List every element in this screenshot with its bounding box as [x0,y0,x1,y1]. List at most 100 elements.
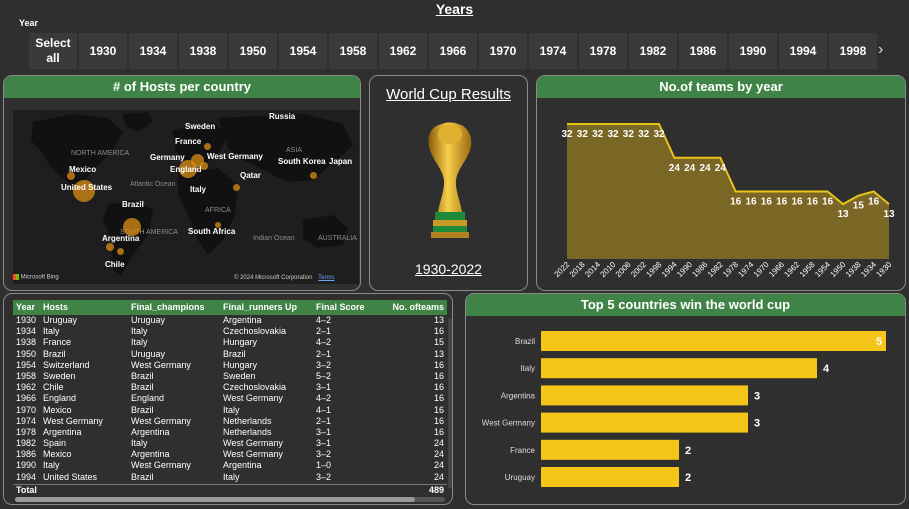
host-bubble[interactable] [204,143,211,150]
region-label: SOUTH AMERICA [120,229,178,236]
table-cell: 16 [433,404,444,415]
table-cell: Sweden [43,370,76,381]
teams-x-tick: 2014 [583,260,602,279]
table-cell: 1970 [16,404,37,415]
column-header[interactable]: Final_runners Up [223,302,298,312]
year-button-1982[interactable]: 1982 [629,33,677,69]
column-header[interactable]: Final_champions [131,302,205,312]
host-bubble[interactable] [106,243,114,251]
teams-x-tick: 2018 [568,260,587,279]
teams-data-label: 32 [577,129,589,140]
table-row[interactable]: 1982 Spain Italy West Germany 3–1 24 [13,438,447,449]
select-all-button[interactable]: Select all [29,33,77,69]
column-header[interactable]: No. ofteams [392,302,444,312]
column-header[interactable]: Final Score [316,302,365,312]
table-row[interactable]: 1986 Mexico Argentina West Germany 3–2 24 [13,449,447,460]
teams-data-label: 13 [883,209,895,220]
table-row[interactable]: 1974 West Germany West Germany Netherlands 2… [13,416,447,427]
table-cell: Czechoslovakia [223,382,287,393]
region-label: Indian Ocean [253,235,295,242]
table-row[interactable]: 1966 England England West Germany 4–2 16 [13,393,447,404]
table-row[interactable]: 1978 Argentina Argentina Netherlands 3–1 16 [13,427,447,438]
year-button-1954[interactable]: 1954 [279,33,327,69]
map-label-argentina: Argentina [102,234,140,243]
year-button-1986[interactable]: 1986 [679,33,727,69]
map-label-south-korea: South Korea [278,157,326,166]
total-value: 489 [428,484,444,495]
terms-link[interactable]: Terms [318,275,335,281]
teams-x-tick: 1994 [660,260,679,279]
year-button-1970[interactable]: 1970 [479,33,527,69]
table-cell: Brazil [131,471,154,482]
top5-bar-chart[interactable]: Brazil 5 Italy 4 Argentina 3 West Germany 3 Fran… [466,317,905,503]
teams-x-tick: 2022 [552,260,571,279]
column-header[interactable]: Hosts [43,302,69,312]
table-row[interactable]: 1934 Italy Italy Czechoslovakia 2–1 16 [13,326,447,337]
year-button-1966[interactable]: 1966 [429,33,477,69]
year-button-1958[interactable]: 1958 [329,33,377,69]
vertical-scrollbar[interactable] [448,318,452,488]
teams-x-tick: 1954 [813,260,832,279]
host-bubble[interactable] [73,180,95,202]
year-button-1930[interactable]: 1930 [79,33,127,69]
table-row[interactable]: 1990 Italy West Germany Argentina 1–0 24 [13,460,447,471]
table-cell: Brazil [223,348,246,359]
teams-data-label: 16 [761,197,773,208]
host-bubble[interactable] [123,218,141,236]
table-cell: 16 [433,326,444,337]
table-cell: 4–2 [316,337,332,348]
column-header[interactable]: Year [16,302,36,312]
teams-x-tick: 1978 [721,260,740,279]
host-bubble[interactable] [233,184,240,191]
host-bubble[interactable] [200,162,208,170]
year-button-1998[interactable]: 1998 [829,33,877,69]
table-row[interactable]: 1994 United States Brazil Italy 3–2 24 [13,472,447,483]
teams-by-year-card: No.of teams by year 32 32 32 32 32 32 32 24 24 24… [536,75,906,291]
map-label-sweden: Sweden [185,122,216,131]
table-cell: United States [43,471,98,482]
table-row[interactable]: 1938 France Italy Hungary 4–2 15 [13,337,447,348]
host-bubble[interactable] [117,248,124,255]
total-label: Total [16,484,37,495]
table-cell: 1994 [16,471,37,482]
year-button-1994[interactable]: 1994 [779,33,827,69]
year-button-1938[interactable]: 1938 [179,33,227,69]
table-row[interactable]: 1970 Mexico Brazil Italy 4–1 16 [13,405,447,416]
host-bubble[interactable] [67,172,75,180]
table-row[interactable]: 1962 Chile Brazil Czechoslovakia 3–1 16 [13,382,447,393]
table-cell: Brazil [43,348,66,359]
table-cell: 5–2 [316,370,332,381]
year-button-1978[interactable]: 1978 [579,33,627,69]
table-cell: Italy [131,326,148,337]
table-cell: Argentina [131,426,170,437]
horizontal-scrollbar[interactable] [15,497,445,502]
host-bubble[interactable] [215,222,221,228]
bing-logo: Microsoft Bing [13,274,59,281]
table-header: Year Hosts Final_champions Final_runners Up… [13,300,447,315]
table-row[interactable]: 1954 Switzerland West Germany Hungary 3–2 16 [13,360,447,371]
year-button-1962[interactable]: 1962 [379,33,427,69]
year-button-1934[interactable]: 1934 [129,33,177,69]
year-button-1950[interactable]: 1950 [229,33,277,69]
world-map[interactable]: NORTH AMERICA Atlantic Ocean SOUTH AMERI… [13,110,359,284]
table-cell: 16 [433,393,444,404]
host-bubble[interactable] [310,172,317,179]
table-cell: Uruguay [131,315,166,325]
table-cell: 3–1 [316,382,332,393]
scrollbar-thumb[interactable] [15,497,415,502]
teams-chart-title: No.of teams by year [537,76,905,98]
year-button-1974[interactable]: 1974 [529,33,577,69]
teams-x-tick: 2010 [598,260,617,279]
table-row[interactable]: 1958 Sweden Brazil Sweden 5–2 16 [13,371,447,382]
chevron-right-icon[interactable]: › [878,41,884,58]
map-label-germany: Germany [150,153,185,162]
year-button-1990[interactable]: 1990 [729,33,777,69]
table-cell: 1974 [16,415,37,426]
table-cell: Italy [223,471,240,482]
trophy-icon [428,122,472,238]
table-cell: Argentina [131,449,170,460]
table-row[interactable]: 1930 Uruguay Uruguay Argentina 4–2 13 [13,315,447,326]
table-row[interactable]: 1950 Brazil Uruguay Brazil 2–1 13 [13,349,447,360]
map-label-brazil: Brazil [122,200,144,209]
